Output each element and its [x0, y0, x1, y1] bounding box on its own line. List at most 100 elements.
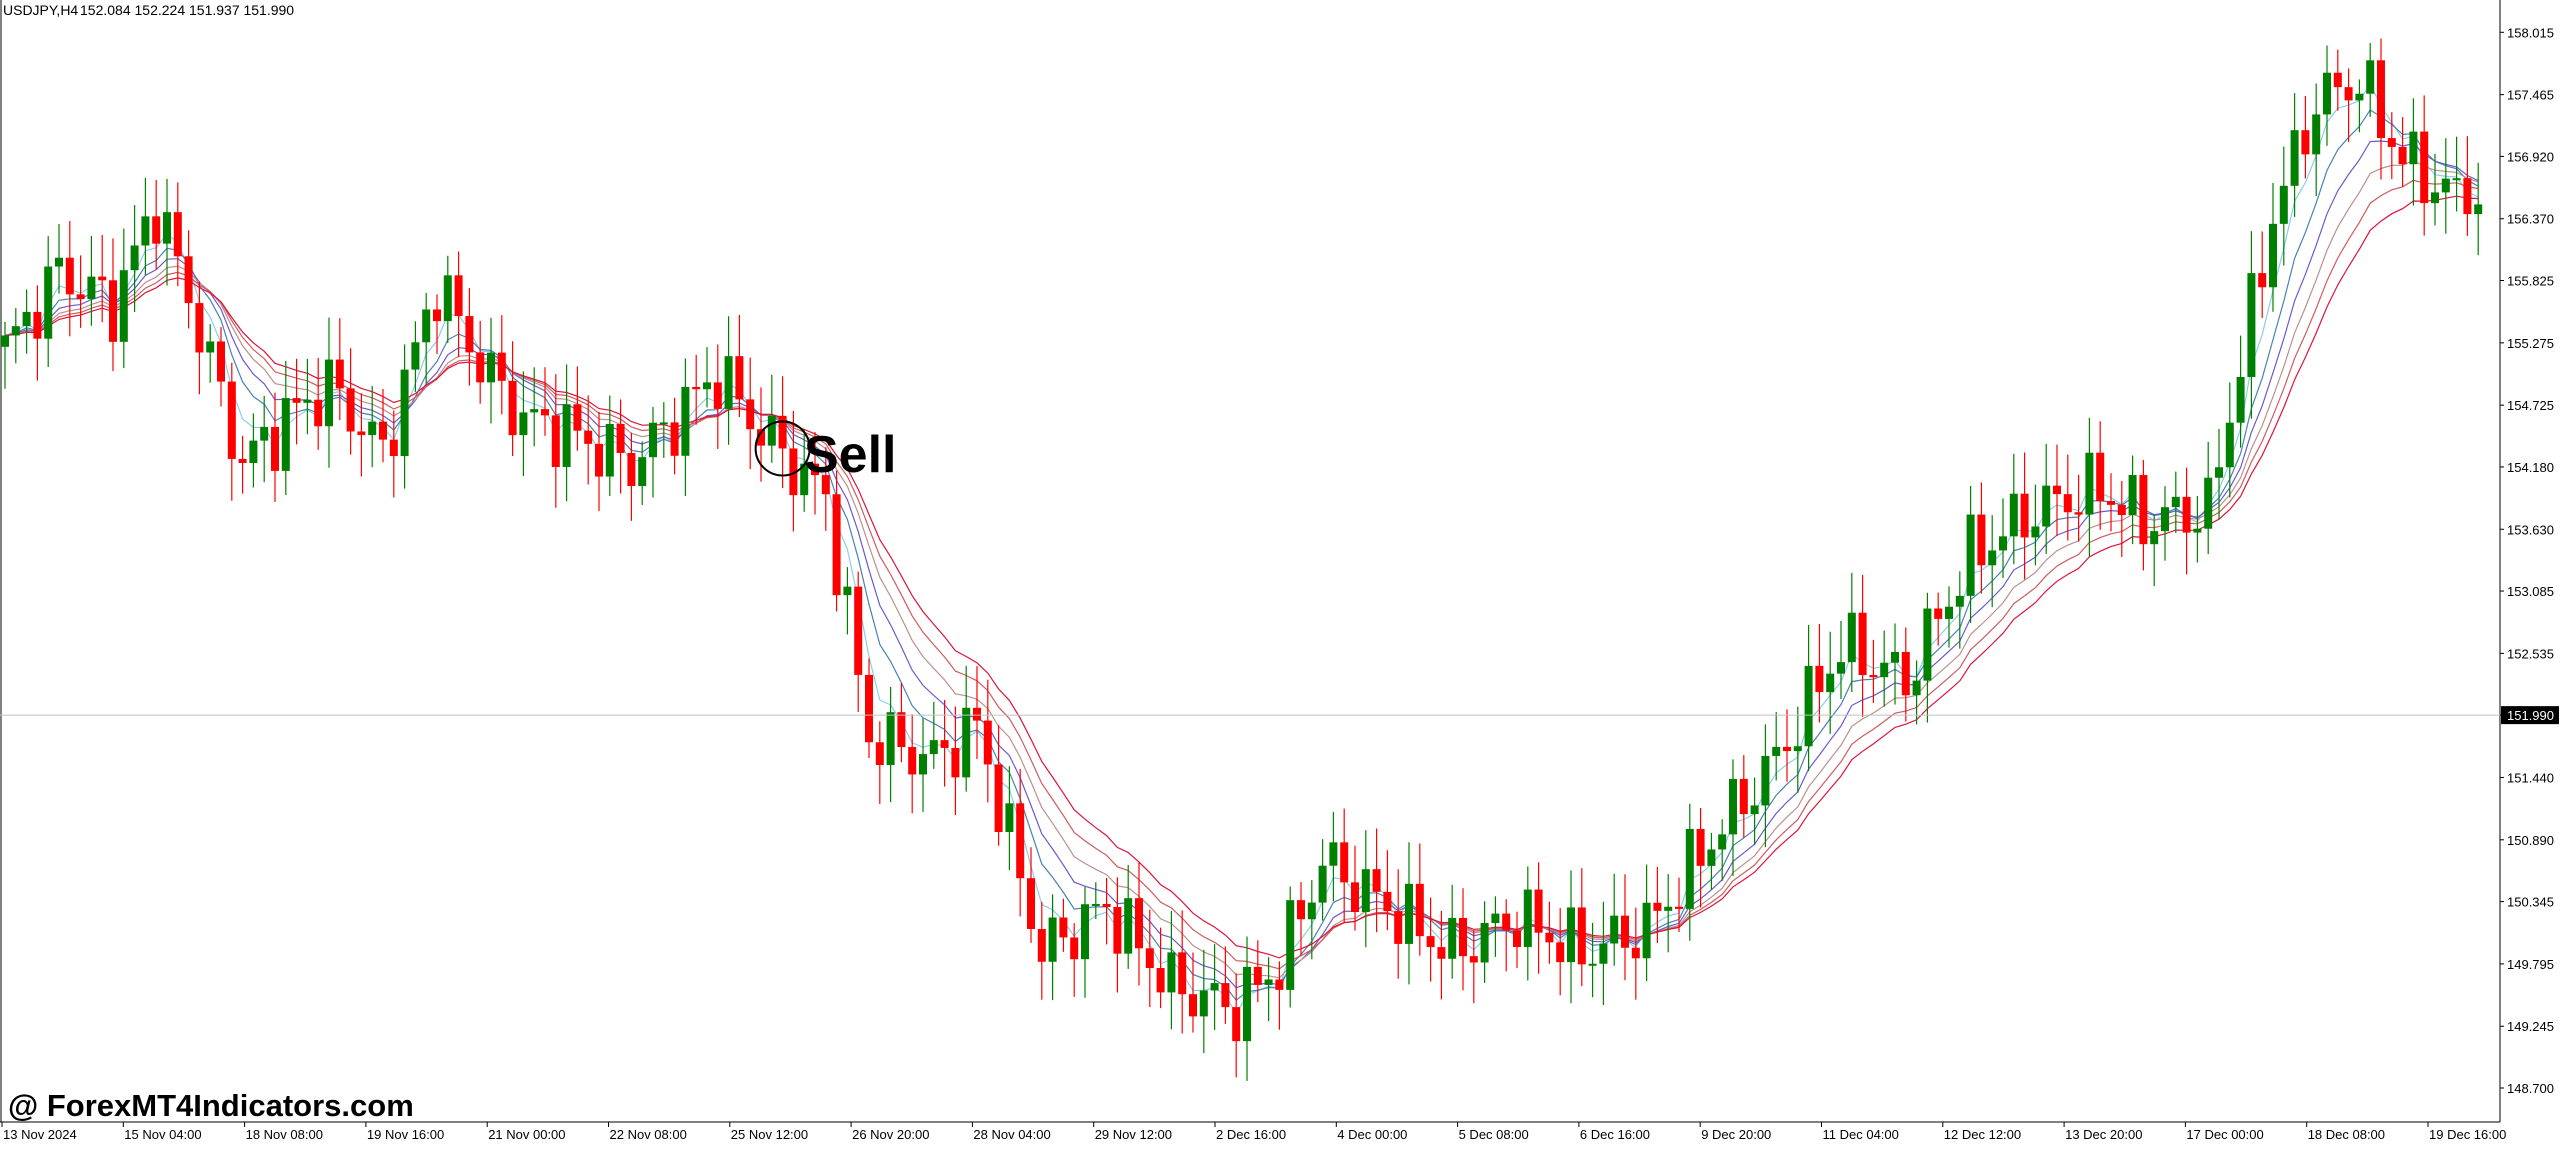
- candle: [1232, 973, 1241, 1078]
- candle: [1966, 486, 1975, 623]
- candle: [1221, 946, 1230, 1024]
- candle: [22, 289, 31, 354]
- candle: [2387, 112, 2396, 180]
- candle: [1027, 847, 1035, 943]
- candle: [1, 321, 9, 389]
- candle: [2085, 417, 2094, 557]
- candle: [649, 406, 657, 498]
- candle: [1739, 755, 1748, 839]
- candle: [1113, 877, 1122, 993]
- candle: [281, 360, 290, 495]
- candle: [1189, 952, 1197, 1033]
- candle: [2409, 98, 2418, 206]
- candle: [2269, 183, 2277, 312]
- candle: [2431, 153, 2439, 226]
- candle: [2128, 455, 2137, 545]
- price-tick-label: 150.890: [2507, 833, 2554, 848]
- candle: [983, 679, 992, 803]
- candle: [1534, 862, 1543, 974]
- candle: [595, 411, 603, 512]
- candle: [2139, 459, 2148, 571]
- candle: [1491, 896, 1500, 957]
- candle: [800, 428, 809, 512]
- candle: [1653, 867, 1662, 943]
- candle: [1361, 830, 1370, 948]
- candle: [1340, 808, 1349, 923]
- candle: [433, 294, 441, 355]
- time-tick-label: 17 Dec 00:00: [2186, 1127, 2263, 1142]
- time-tick-label: 21 Nov 00:00: [488, 1127, 565, 1142]
- candle: [119, 228, 128, 369]
- candle: [2312, 83, 2321, 196]
- candle: [2463, 136, 2472, 236]
- candle: [1912, 660, 1921, 725]
- sell-signal-circle: [754, 420, 811, 477]
- candle: [1858, 574, 1867, 717]
- candle: [1599, 901, 1608, 1006]
- candle: [1945, 586, 1953, 648]
- candle: [1318, 839, 1327, 921]
- candle: [98, 234, 107, 323]
- candle: [875, 721, 884, 805]
- candle: [1286, 886, 1295, 1008]
- candle: [357, 393, 366, 477]
- candle: [1556, 908, 1565, 996]
- candle: [1102, 878, 1111, 945]
- candle: [1750, 777, 1759, 846]
- candle: [11, 308, 20, 364]
- candle: [1059, 898, 1068, 952]
- candle: [1394, 869, 1403, 979]
- time-tick-label: 13 Dec 20:00: [2065, 1127, 2142, 1142]
- candle: [1513, 911, 1521, 968]
- candle: [1793, 706, 1802, 793]
- candle: [2171, 471, 2180, 533]
- candle: [109, 238, 117, 371]
- candle: [1405, 842, 1413, 985]
- time-tick-label: 11 Dec 04:00: [1823, 1127, 1899, 1142]
- time-tick-label: 15 Nov 04:00: [124, 1127, 201, 1142]
- candle: [1459, 888, 1467, 991]
- candle: [1642, 864, 1651, 982]
- candle: [1923, 592, 1932, 723]
- candle: [897, 683, 906, 763]
- candle: [1081, 886, 1089, 998]
- candle: [1145, 909, 1154, 1008]
- candle: [1005, 766, 1014, 871]
- candle: [1631, 907, 1640, 1000]
- candle: [422, 292, 431, 384]
- candle: [2074, 474, 2083, 542]
- time-tick-label: 5 Dec 08:00: [1459, 1127, 1529, 1142]
- candle: [2377, 38, 2385, 180]
- ma-line: [4, 109, 2479, 1002]
- candle: [1804, 624, 1813, 772]
- candle: [1523, 866, 1532, 981]
- candle: [1621, 874, 1629, 981]
- candle: [2182, 467, 2191, 575]
- candle: [1243, 936, 1251, 1081]
- candle: [1210, 944, 1219, 1030]
- candle: [2053, 444, 2061, 537]
- candle: [1901, 627, 1910, 722]
- candle: [551, 374, 560, 508]
- candle: [368, 385, 377, 468]
- candle: [476, 320, 485, 404]
- candle: [2247, 231, 2256, 419]
- candle: [951, 706, 960, 816]
- ohlc-readout: 152.084 152.224 151.937 151.990: [80, 2, 294, 18]
- candle: [1955, 571, 1964, 649]
- price-tick-label: 149.795: [2507, 957, 2554, 972]
- candle: [465, 288, 474, 386]
- candle: [1588, 922, 1597, 998]
- candle: [659, 402, 668, 458]
- candle: [562, 364, 571, 502]
- candles: [1, 38, 2483, 1081]
- candle: [1275, 961, 1284, 1030]
- candle: [2290, 93, 2299, 217]
- candle: [735, 314, 744, 418]
- candle: [789, 410, 798, 532]
- candle: [573, 366, 582, 451]
- candle: [141, 177, 150, 275]
- candle: [1707, 832, 1716, 890]
